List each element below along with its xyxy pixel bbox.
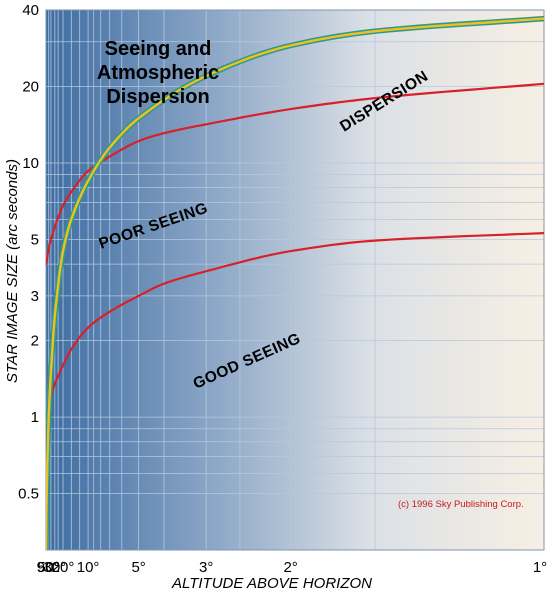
x-axis-title: ALTITUDE ABOVE HORIZON — [171, 575, 372, 592]
plot-frame — [45, 9, 545, 551]
x-tick-label: 1° — [533, 559, 547, 576]
y-axis-title: STAR IMAGE SIZE (arc seconds) — [4, 159, 21, 383]
x-tick-label: 2° — [283, 559, 297, 576]
y-tick-label: 5 — [31, 231, 39, 248]
y-tick-label: 10 — [22, 155, 39, 172]
y-axis-ticks: 0.5 1 2 3 5 10 20 40 — [18, 2, 39, 503]
dispersion-curve — [46, 17, 544, 550]
x-tick-label: 10° — [77, 559, 100, 576]
poor-seeing-curve — [46, 82, 544, 266]
y-tick-label: 2 — [31, 333, 39, 350]
series-group — [46, 15, 544, 550]
plot-background — [46, 10, 544, 550]
x-axis-ticks: 90°50°30°20° 10° 5° 3° 2° 1° — [37, 559, 548, 576]
x-tick-label: 20° — [52, 559, 75, 576]
x-tick-label: 5° — [131, 559, 145, 576]
chart-title-line-3: Dispersion — [106, 86, 209, 108]
x-tick-label: 90° — [37, 559, 60, 576]
y-tick-label: 3 — [31, 288, 39, 305]
x-tick-label: 30° — [44, 559, 67, 576]
chart-curves — [46, 15, 544, 550]
y-tick-label: 1 — [31, 409, 39, 426]
x-tick-label: 50° — [37, 559, 60, 576]
y-tick-label: 0.5 — [18, 486, 39, 503]
x-tick-label: 3° — [199, 559, 213, 576]
copyright-notice: (c) 1996 Sky Publishing Corp. — [398, 499, 524, 510]
chart-title: Seeing and Atmospheric Dispersion — [97, 38, 219, 108]
chart-title-line-1: Seeing and — [105, 38, 212, 60]
y-tick-label: 20 — [22, 78, 39, 95]
y-tick-label: 40 — [22, 2, 39, 19]
chart-title-line-2: Atmospheric — [97, 62, 219, 84]
